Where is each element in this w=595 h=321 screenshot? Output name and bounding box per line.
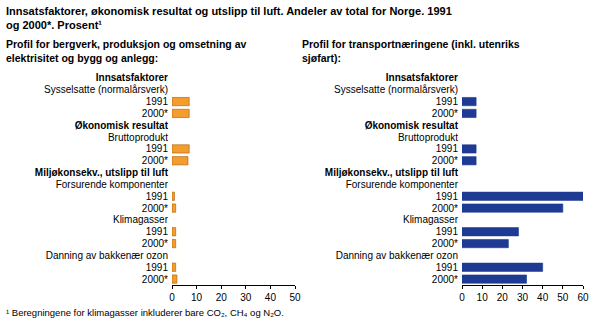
svg-text:0: 0 xyxy=(459,292,465,303)
svg-text:60: 60 xyxy=(577,292,589,303)
svg-text:30: 30 xyxy=(240,292,252,303)
svg-text:1991: 1991 xyxy=(146,143,169,154)
svg-text:Klimagasser: Klimagasser xyxy=(403,214,459,225)
svg-text:Innsatsfaktorer, økonomisk res: Innsatsfaktorer, økonomisk resultat og u… xyxy=(6,5,452,31)
svg-text:2000*: 2000* xyxy=(432,238,458,249)
svg-text:2000*: 2000* xyxy=(432,155,458,166)
svg-text:1991: 1991 xyxy=(146,262,169,273)
svg-text:0: 0 xyxy=(169,292,175,303)
svg-text:Forsurende komponenter: Forsurende komponenter xyxy=(56,179,169,190)
svg-text:2000*: 2000* xyxy=(142,203,168,214)
svg-text:2000*: 2000* xyxy=(432,203,458,214)
svg-text:Innsatsfaktorer: Innsatsfaktorer xyxy=(96,72,168,83)
svg-text:1991: 1991 xyxy=(146,226,169,237)
svg-text:1991: 1991 xyxy=(436,143,459,154)
svg-text:Sysselsatte (normalårsverk): Sysselsatte (normalårsverk) xyxy=(334,84,458,95)
svg-text:1991: 1991 xyxy=(436,191,459,202)
svg-text:Forsurende komponenter: Forsurende komponenter xyxy=(346,179,459,190)
svg-text:Økonomisk resultat: Økonomisk resultat xyxy=(75,120,169,131)
svg-text:50: 50 xyxy=(557,292,569,303)
svg-text:Danning av bakkenær ozon: Danning av bakkenær ozon xyxy=(336,250,458,261)
svg-text:Klimagasser: Klimagasser xyxy=(113,214,169,225)
svg-text:Innsatsfaktorer: Innsatsfaktorer xyxy=(386,72,458,83)
svg-text:20: 20 xyxy=(497,292,509,303)
svg-text:40: 40 xyxy=(265,292,277,303)
svg-text:Sysselsatte (normalårsverk): Sysselsatte (normalårsverk) xyxy=(44,84,168,95)
svg-text:10: 10 xyxy=(477,292,489,303)
svg-text:10: 10 xyxy=(191,292,203,303)
svg-text:Bruttoprodukt: Bruttoprodukt xyxy=(398,132,458,143)
svg-text:50: 50 xyxy=(289,292,301,303)
svg-text:1991: 1991 xyxy=(146,96,169,107)
svg-text:Miljøkonsekv., utslipp til luf: Miljøkonsekv., utslipp til luft xyxy=(35,167,169,178)
svg-text:Økonomisk resultat: Økonomisk resultat xyxy=(365,120,459,131)
svg-text:40: 40 xyxy=(537,292,549,303)
svg-text:1991: 1991 xyxy=(436,262,459,273)
svg-text:1991: 1991 xyxy=(146,191,169,202)
svg-text:2000*: 2000* xyxy=(142,274,168,285)
svg-text:Danning av bakkenær ozon: Danning av bakkenær ozon xyxy=(46,250,168,261)
svg-text:2000*: 2000* xyxy=(432,274,458,285)
svg-text:30: 30 xyxy=(517,292,529,303)
svg-text:¹ Beregningene for klimagasser: ¹ Beregningene for klimagasser inkludere… xyxy=(6,307,284,318)
svg-text:1991: 1991 xyxy=(436,96,459,107)
svg-text:Bruttoprodukt: Bruttoprodukt xyxy=(108,132,168,143)
svg-text:2000*: 2000* xyxy=(142,108,168,119)
svg-text:2000*: 2000* xyxy=(142,238,168,249)
svg-text:Profil for transportnæringene: Profil for transportnæringene (inkl. ute… xyxy=(302,38,520,64)
svg-text:Profil for bergverk, produksjo: Profil for bergverk, produksjon og omset… xyxy=(6,38,247,64)
svg-text:Miljøkonsekv., utslipp til luf: Miljøkonsekv., utslipp til luft xyxy=(325,167,459,178)
svg-text:2000*: 2000* xyxy=(142,155,168,166)
svg-text:1991: 1991 xyxy=(436,226,459,237)
svg-text:20: 20 xyxy=(216,292,228,303)
svg-text:2000*: 2000* xyxy=(432,108,458,119)
